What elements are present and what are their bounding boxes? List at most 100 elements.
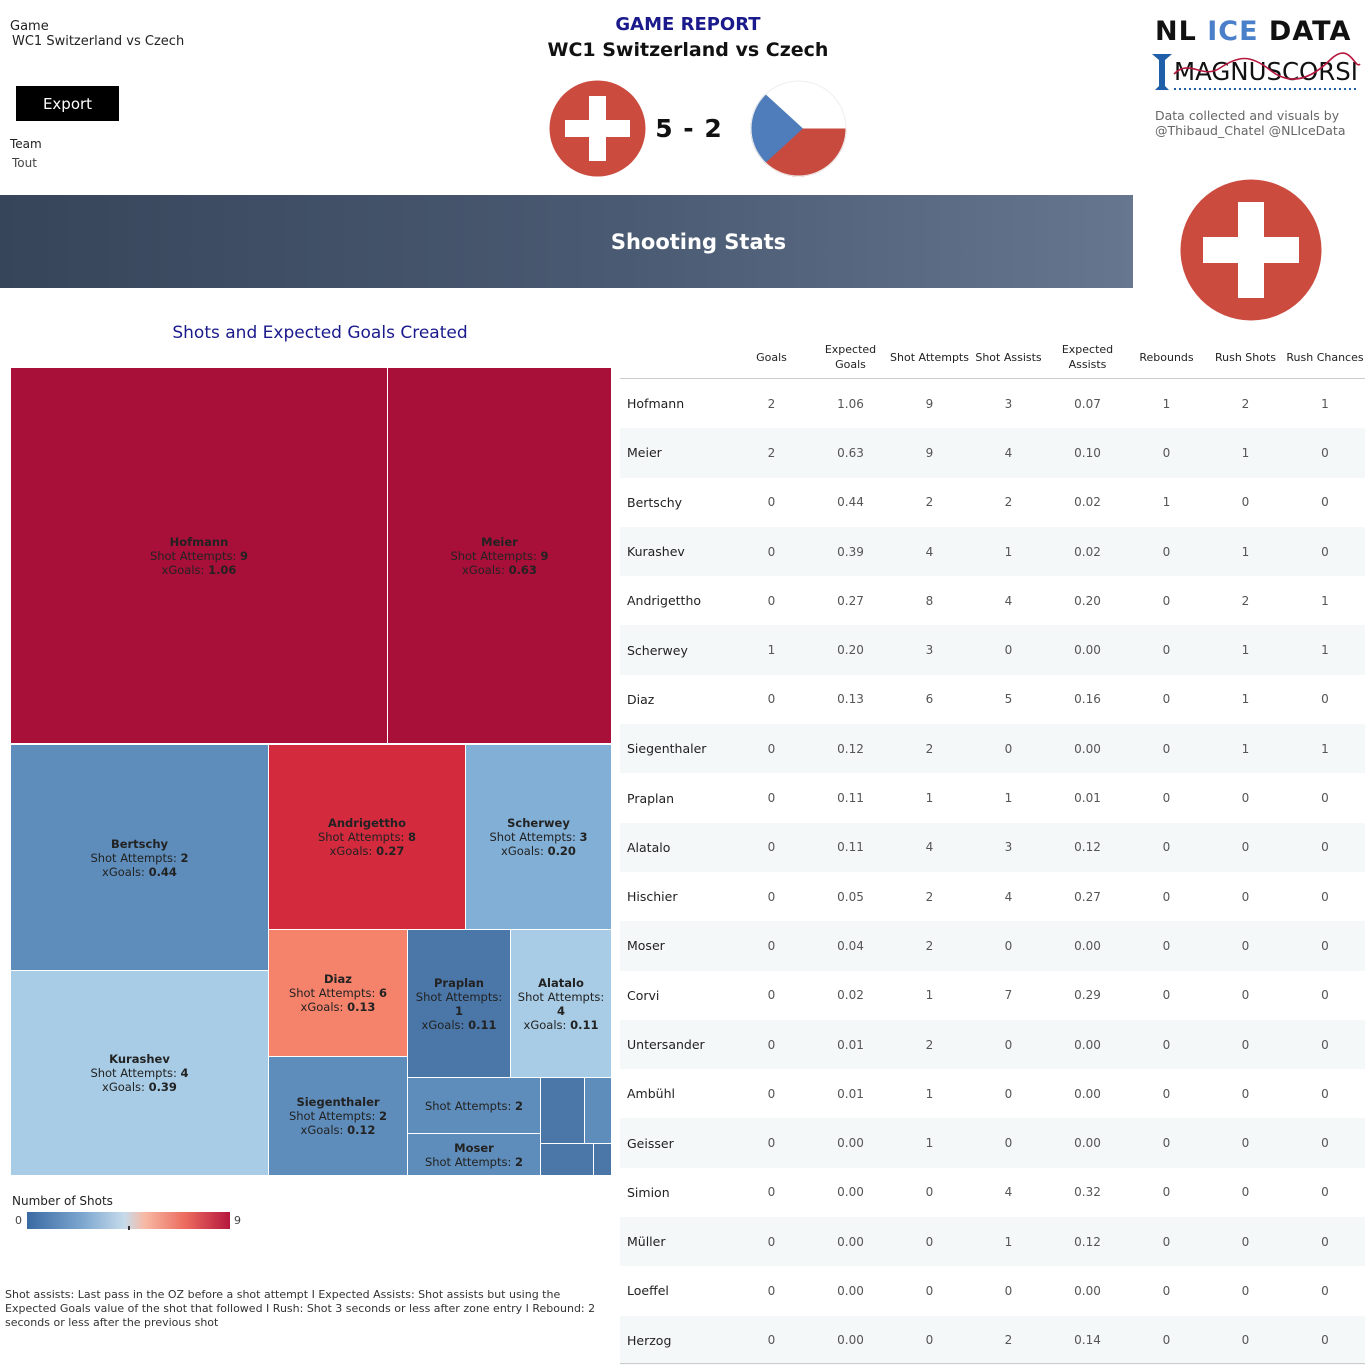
- stat-cell: 0: [767, 1234, 776, 1249]
- stat-cell: 0: [1162, 643, 1171, 658]
- stat-cell: 0.02: [1074, 495, 1101, 510]
- stat-cell: 0: [767, 1037, 776, 1052]
- stat-cell: 0: [1162, 692, 1171, 707]
- column-header[interactable]: Expected Goals: [824, 343, 877, 371]
- stat-cell: 1: [1241, 445, 1250, 460]
- column-header[interactable]: [620, 335, 732, 379]
- treemap-tile-unlabeled[interactable]: Shot Attempts: 2: [407, 1077, 541, 1134]
- stat-cell: 0: [1321, 889, 1329, 904]
- table-row[interactable]: Alatalo 0 0.11 4 3 0.12 0 0 0: [620, 822, 1365, 872]
- treemap-tile-small[interactable]: [593, 1143, 612, 1176]
- stat-cell: 0: [1004, 741, 1013, 756]
- player-name-cell: Hischier: [627, 889, 678, 905]
- stat-cell: 1: [925, 1086, 934, 1101]
- table-bottom-rule: [620, 1363, 1365, 1364]
- credits-text: Data collected and visuals by @Thibaud_C…: [1155, 108, 1365, 138]
- stat-cell: 0: [1321, 1333, 1329, 1348]
- game-filter-dropdown[interactable]: WC1 Switzerland vs Czech: [12, 34, 185, 49]
- player-name-cell: Andrigettho: [627, 593, 702, 609]
- column-header[interactable]: Rush Shots: [1214, 350, 1277, 364]
- stat-cell: 0.02: [1074, 544, 1101, 559]
- treemap-tile-small[interactable]: [540, 1143, 594, 1176]
- treemap-tile-siegenthaler[interactable]: Siegenthaler Shot Attempts: 2 xGoals: 0.12: [268, 1056, 408, 1176]
- stat-cell: 1: [1162, 495, 1171, 510]
- table-row[interactable]: Herzog 0 0.00 0 2 0.14 0 0 0: [620, 1315, 1365, 1365]
- stat-cell: 4: [925, 840, 934, 855]
- player-name-cell: Bertschy: [627, 494, 683, 510]
- stat-cell: 0: [767, 544, 776, 559]
- treemap-tile-andrigettho[interactable]: Andrigettho Shot Attempts: 8 xGoals: 0.27: [268, 744, 466, 930]
- stat-cell: 0.13: [837, 692, 864, 707]
- stat-cell: 2: [925, 1037, 934, 1052]
- column-header[interactable]: Shot Attempts: [890, 350, 969, 364]
- table-row[interactable]: Loeffel 0 0.00 0 0 0.00 0 0 0: [620, 1266, 1365, 1315]
- player-name-cell: Geisser: [627, 1135, 674, 1151]
- stat-cell: 1: [1241, 544, 1250, 559]
- table-body: Hofmann 2 1.06 9 3 0.07 1 2 1 Meier 2 0.63 9 4 0.10 0 1 0…: [620, 379, 1365, 1365]
- table-row[interactable]: Meier 2 0.63 9 4 0.10 0 1 0: [620, 428, 1365, 478]
- treemap-tile-praplan[interactable]: Praplan Shot Attempts: 1 xGoals: 0.11: [407, 929, 511, 1078]
- stat-cell: 0.00: [837, 1283, 864, 1298]
- treemap-tile-small[interactable]: [584, 1077, 612, 1144]
- table-row[interactable]: Siegenthaler 0 0.12 2 0 0.00 0 1 1: [620, 724, 1365, 774]
- table-row[interactable]: Diaz 0 0.13 6 5 0.16 0 1 0: [620, 675, 1365, 724]
- table-row[interactable]: Andrigettho 0 0.27 8 4 0.20 0 2 1: [620, 576, 1365, 625]
- table-row[interactable]: Moser 0 0.04 2 0 0.00 0 0 0: [620, 921, 1365, 971]
- footnote: Shot assists: Last pass in the OZ before…: [5, 1288, 596, 1329]
- player-name-cell: Kurashev: [627, 544, 685, 560]
- table-row[interactable]: Geisser 0 0.00 1 0 0.00 0 0 0: [620, 1118, 1365, 1168]
- column-header[interactable]: Rebounds: [1139, 350, 1194, 364]
- treemap-tile-kurashev[interactable]: Kurashev Shot Attempts: 4 xGoals: 0.39: [10, 970, 269, 1176]
- stat-cell: 0: [925, 1283, 934, 1298]
- table-row[interactable]: Hischier 0 0.05 2 4 0.27 0 0 0: [620, 872, 1365, 921]
- player-name-cell: Diaz: [627, 691, 655, 707]
- legend-max-label: 9: [234, 1214, 241, 1227]
- stat-cell: 1: [1321, 741, 1329, 756]
- stat-cell: 0: [1162, 1086, 1171, 1101]
- stat-cell: 7: [1004, 988, 1013, 1003]
- player-name-cell: Alatalo: [627, 839, 671, 855]
- stat-cell: 0: [1321, 791, 1329, 806]
- banner-title: Shooting Stats: [610, 229, 787, 254]
- stat-cell: 0: [767, 1283, 776, 1298]
- czech-flag-icon: [750, 80, 847, 177]
- treemap-tile-alatalo[interactable]: Alatalo Shot Attempts: 4 xGoals: 0.11: [510, 929, 612, 1078]
- table-row[interactable]: Scherwey 1 0.20 3 0 0.00 0 1 1: [620, 625, 1365, 675]
- column-header[interactable]: Expected Assists: [1061, 343, 1114, 371]
- stat-cell: 3: [1004, 840, 1013, 855]
- stat-cell: 0: [1321, 938, 1329, 953]
- column-header[interactable]: Rush Chances: [1286, 350, 1364, 364]
- player-name-cell: Ambühl: [627, 1086, 675, 1102]
- stat-cell: 0: [1162, 741, 1171, 756]
- table-row[interactable]: Simion 0 0.00 0 4 0.32 0 0 0: [620, 1168, 1365, 1217]
- table-row[interactable]: Bertschy 0 0.44 2 2 0.02 1 0 0: [620, 478, 1365, 527]
- table-row[interactable]: Müller 0 0.00 0 1 0.12 0 0 0: [620, 1217, 1365, 1267]
- table-row[interactable]: Praplan 0 0.11 1 1 0.01 0 0 0: [620, 773, 1365, 822]
- table-row[interactable]: Ambühl 0 0.01 1 0 0.00 0 0 0: [620, 1069, 1365, 1118]
- treemap-tile-hofmann[interactable]: Hofmann Shot Attempts: 9 xGoals: 1.06: [10, 367, 388, 744]
- stat-cell: 4: [925, 544, 934, 559]
- stat-cell: 0.01: [837, 1086, 864, 1101]
- column-header[interactable]: Goals: [756, 350, 787, 364]
- stat-cell: 0.16: [1074, 692, 1101, 707]
- treemap-tile-meier[interactable]: Meier Shot Attempts: 9 xGoals: 0.63: [387, 367, 612, 744]
- table-row[interactable]: Untersander 0 0.01 2 0 0.00 0 0 0: [620, 1019, 1365, 1070]
- stat-cell: 0.00: [1074, 741, 1101, 756]
- treemap-tile-bertschy[interactable]: Bertschy Shot Attempts: 2 xGoals: 0.44: [10, 744, 269, 971]
- player-name-cell: Siegenthaler: [627, 741, 707, 757]
- treemap-tile-moser[interactable]: Moser Shot Attempts: 2: [407, 1133, 541, 1176]
- export-button[interactable]: Export: [16, 86, 119, 121]
- stat-cell: 0: [1241, 1283, 1250, 1298]
- treemap-tile-small[interactable]: [540, 1077, 585, 1144]
- column-header[interactable]: Shot Assists: [975, 350, 1042, 364]
- stat-cell: 0: [1321, 1136, 1329, 1151]
- stat-cell: 0: [925, 1234, 934, 1249]
- table-row[interactable]: Hofmann 2 1.06 9 3 0.07 1 2 1: [620, 379, 1365, 428]
- table-row[interactable]: Kurashev 0 0.39 4 1 0.02 0 1 0: [620, 526, 1365, 577]
- stat-cell: 0: [1162, 1185, 1171, 1200]
- team-filter-dropdown[interactable]: Tout: [12, 156, 37, 170]
- table-row[interactable]: Corvi 0 0.02 1 7 0.29 0 0 0: [620, 971, 1365, 1020]
- treemap-tile-scherwey[interactable]: Scherwey Shot Attempts: 3 xGoals: 0.20: [465, 744, 612, 930]
- stat-cell: 0: [1162, 1136, 1171, 1151]
- treemap-tile-diaz[interactable]: Diaz Shot Attempts: 6 xGoals: 0.13: [268, 929, 408, 1057]
